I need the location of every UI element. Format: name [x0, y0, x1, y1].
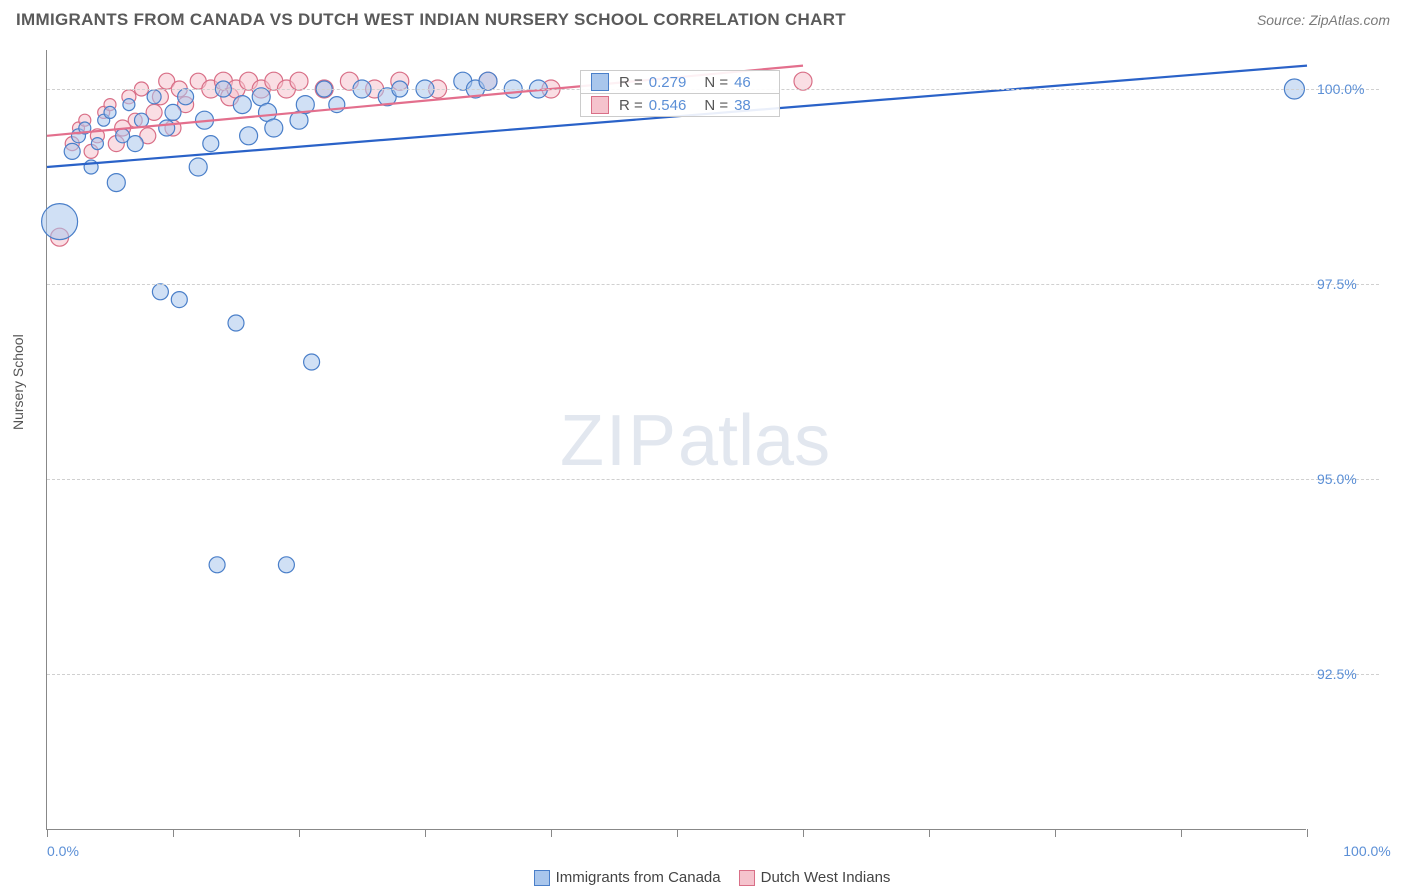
data-point — [42, 204, 78, 240]
data-point — [203, 136, 219, 152]
data-point — [228, 315, 244, 331]
data-point — [135, 113, 149, 127]
legend-label: Immigrants from Canada — [556, 869, 721, 886]
data-point — [127, 136, 143, 152]
chart-header: IMMIGRANTS FROM CANADA VS DUTCH WEST IND… — [16, 10, 1390, 30]
data-point — [209, 557, 225, 573]
data-point — [233, 96, 251, 114]
data-point — [91, 138, 103, 150]
n-value: 38 — [734, 97, 751, 114]
y-tick-label: 100.0% — [1317, 81, 1397, 97]
chart-title: IMMIGRANTS FROM CANADA VS DUTCH WEST IND… — [16, 10, 846, 30]
grid-line — [47, 479, 1379, 480]
data-point — [64, 143, 80, 159]
data-point — [147, 90, 161, 104]
data-point — [171, 292, 187, 308]
x-tick — [1181, 829, 1182, 837]
data-point — [290, 72, 308, 90]
x-tick — [173, 829, 174, 837]
x-min-label: 0.0% — [47, 843, 79, 859]
data-point — [479, 72, 497, 90]
x-tick — [1055, 829, 1056, 837]
legend-swatch-icon — [534, 870, 550, 886]
data-point — [794, 72, 812, 90]
data-point — [152, 284, 168, 300]
data-point — [304, 354, 320, 370]
x-tick — [551, 829, 552, 837]
legend-label: Dutch West Indians — [761, 869, 891, 886]
data-point — [265, 119, 283, 137]
n-label: N = — [704, 74, 728, 91]
correlation-legend-row: R = 0.546 N = 38 — [580, 93, 780, 117]
data-point — [159, 120, 175, 136]
data-point — [165, 104, 181, 120]
data-point — [123, 99, 135, 111]
n-value: 46 — [734, 74, 751, 91]
data-point — [189, 158, 207, 176]
data-point — [278, 557, 294, 573]
r-value: 0.279 — [649, 74, 687, 91]
legend-swatch-icon — [591, 96, 609, 114]
legend-swatch-icon — [591, 73, 609, 91]
r-label: R = — [619, 74, 643, 91]
legend-swatch-icon — [739, 870, 755, 886]
data-point — [178, 89, 194, 105]
x-tick — [425, 829, 426, 837]
x-tick — [677, 829, 678, 837]
y-tick-label: 95.0% — [1317, 471, 1397, 487]
correlation-legend: R = 0.279 N = 46 R = 0.546 N = 38 — [580, 70, 780, 116]
x-tick — [803, 829, 804, 837]
r-label: R = — [619, 97, 643, 114]
grid-line — [47, 674, 1379, 675]
x-tick — [47, 829, 48, 837]
data-point — [240, 127, 258, 145]
x-max-label: 100.0% — [1343, 843, 1390, 859]
source-label: Source: ZipAtlas.com — [1257, 12, 1390, 28]
x-tick — [1307, 829, 1308, 837]
x-tick — [929, 829, 930, 837]
correlation-legend-row: R = 0.279 N = 46 — [580, 70, 780, 94]
chart-svg — [47, 50, 1306, 829]
r-value: 0.546 — [649, 97, 687, 114]
grid-line — [47, 284, 1379, 285]
n-label: N = — [704, 97, 728, 114]
data-point — [107, 174, 125, 192]
y-tick-label: 97.5% — [1317, 276, 1397, 292]
y-axis-label: Nursery School — [10, 334, 26, 430]
y-tick-label: 92.5% — [1317, 666, 1397, 682]
data-point — [104, 106, 116, 118]
plot-area: 92.5%95.0%97.5%100.0%0.0%100.0% — [46, 50, 1306, 830]
x-tick — [299, 829, 300, 837]
series-legend: Immigrants from Canada Dutch West Indians — [0, 869, 1406, 886]
